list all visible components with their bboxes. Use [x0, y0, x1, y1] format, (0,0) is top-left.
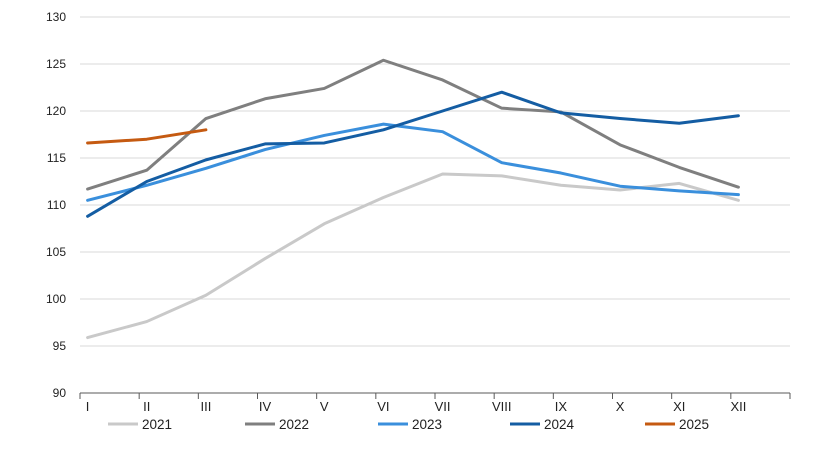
gridlines: [80, 16, 790, 347]
x-tick-label: VI: [377, 399, 389, 414]
series-line-2023: [86, 122, 740, 202]
x-tick-label: IV: [259, 399, 272, 414]
y-tick-label: 105: [46, 245, 66, 259]
x-tick-label: IX: [555, 399, 568, 414]
series-line-2024: [86, 90, 740, 218]
y-tick-label: 125: [46, 57, 66, 71]
legend-item-2024: 2024: [510, 417, 575, 432]
legend: 2021 2022 2023 2024 2025: [108, 417, 709, 432]
legend-label: 2024: [544, 417, 575, 432]
legend-item-2021: 2021: [108, 417, 172, 432]
y-tick-label: 120: [46, 104, 66, 118]
x-tick-label: III: [200, 399, 211, 414]
x-tick-label: X: [616, 399, 625, 414]
x-tick-label: VIII: [492, 399, 512, 414]
series-lines: [86, 58, 740, 340]
y-tick-label: 110: [47, 198, 66, 212]
y-tick-label: 100: [46, 292, 66, 306]
y-tick-label: 95: [53, 339, 67, 353]
legend-label: 2025: [679, 417, 709, 432]
x-tick-label: XI: [673, 399, 685, 414]
legend-label: 2023: [412, 417, 442, 432]
legend-item-2023: 2023: [378, 417, 442, 432]
y-tick-label: 115: [47, 151, 66, 165]
legend-item-2022: 2022: [245, 417, 309, 432]
x-tick-label: XII: [730, 399, 746, 414]
x-tick-label: I: [86, 399, 90, 414]
legend-label: 2021: [142, 417, 172, 432]
x-tick-label: V: [320, 399, 329, 414]
legend-label: 2022: [279, 417, 309, 432]
y-tick-label: 130: [46, 10, 66, 24]
legend-item-2025: 2025: [645, 417, 709, 432]
y-tick-label: 90: [53, 386, 67, 400]
series-line-2021: [86, 172, 740, 340]
series-line-2022: [86, 58, 740, 191]
x-tick-label: II: [143, 399, 150, 414]
series-line-2025: [86, 128, 208, 145]
x-tick-label: VII: [435, 399, 451, 414]
